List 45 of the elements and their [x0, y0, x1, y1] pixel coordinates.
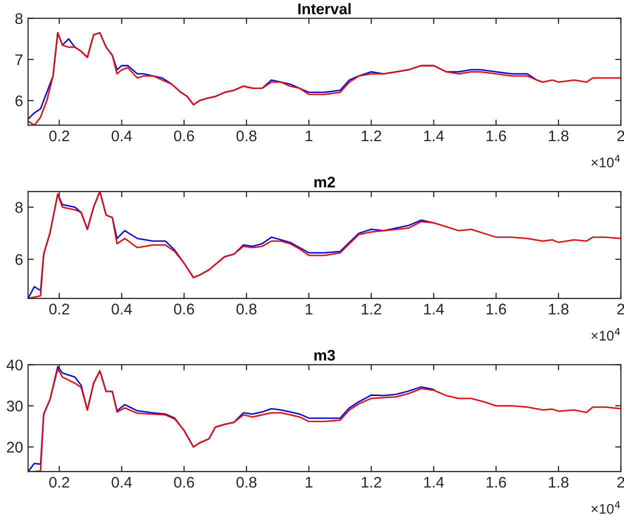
x-tick-label: 1.4 — [424, 477, 444, 488]
x-tick-label: 1.8 — [549, 304, 568, 315]
y-tick-label: 8 — [15, 202, 23, 213]
x-tick-label: 0.8 — [236, 304, 256, 315]
x-tick-label: 1.6 — [486, 476, 506, 488]
y-tick-label: 8 — [15, 13, 23, 24]
x-tick-label: 1.2 — [362, 304, 382, 314]
x-tick-label: 1 — [306, 304, 312, 314]
x-tick-label: 2 — [617, 130, 624, 142]
x-tick-label: 1.8 — [549, 130, 568, 142]
x-tick-label: 1 — [306, 477, 312, 488]
text: ×10$^{4}$ — [592, 154, 620, 168]
x-tick-label: 0.6 — [174, 476, 194, 488]
x-tick-label: 0.2 — [49, 130, 70, 142]
x-tick-label: 0.8 — [236, 476, 256, 488]
text: ×10$^{4}$ — [592, 328, 620, 341]
x-tick-label: 1.6 — [486, 130, 506, 142]
x-tick-label: 1.4 — [424, 304, 444, 314]
line-series — [28, 192, 621, 298]
chart-title: m3 — [314, 350, 335, 361]
x-tick-label: 2 — [617, 476, 624, 488]
x-tick-label: 0.4 — [112, 130, 132, 142]
x-tick-label: 0.2 — [49, 304, 70, 315]
x-tick-label: 0.2 — [49, 476, 70, 488]
x-tick-label: 1.4 — [424, 130, 444, 142]
y-tick-label: 6 — [16, 254, 23, 265]
x-tick-label: 0.6 — [174, 130, 194, 142]
x-tick-label: 2 — [617, 304, 624, 314]
chart-title: m2 — [314, 176, 335, 188]
y-tick-label: 30 — [6, 400, 23, 412]
x-tick-label: 1.2 — [362, 130, 382, 142]
x-tick-label: 1.8 — [549, 476, 568, 488]
x-tick-label: 0.6 — [174, 304, 194, 315]
x-tick-label: 0.8 — [236, 130, 256, 142]
x-tick-label: 0.4 — [112, 476, 132, 488]
x-tick-label: 1.2 — [362, 476, 382, 488]
y-tick-label: 7 — [16, 54, 22, 65]
x-tick-label: 1 — [306, 130, 312, 142]
x-tick-label: 0.4 — [112, 304, 132, 315]
chart-title: Interval — [298, 3, 351, 14]
x-tick-label: 1.6 — [486, 304, 506, 315]
y-tick-label: 20 — [6, 442, 23, 453]
y-tick-label: 6 — [16, 95, 23, 106]
text: ×10$^{4}$ — [592, 501, 620, 514]
y-tick-label: 40 — [6, 360, 23, 370]
